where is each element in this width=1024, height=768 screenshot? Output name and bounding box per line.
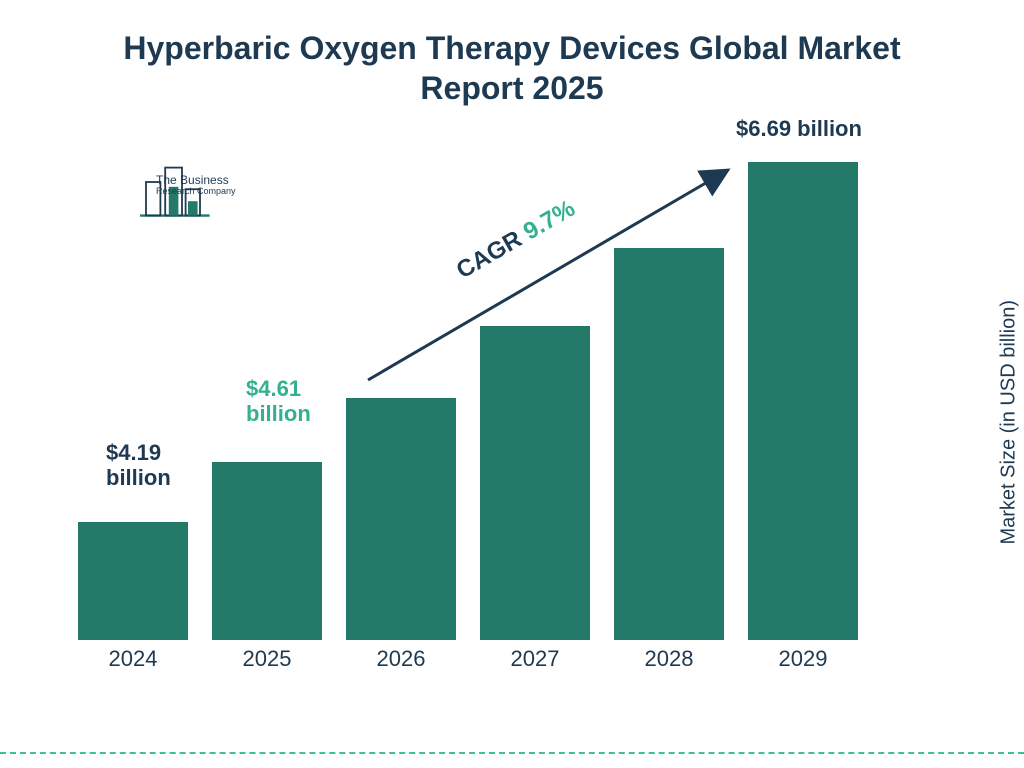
bar-2024: [78, 522, 188, 640]
x-label-2029: 2029: [748, 646, 858, 672]
x-label-2028: 2028: [614, 646, 724, 672]
value-label-2024: $4.19billion: [106, 440, 171, 491]
bar-2026: [346, 398, 456, 640]
bar-2028: [614, 248, 724, 640]
bar-2025: [212, 462, 322, 640]
y-axis-label: Market Size (in USD billion): [998, 300, 1021, 545]
x-label-2027: 2027: [480, 646, 590, 672]
bar-2027: [480, 326, 590, 640]
value-label-2025: $4.61billion: [246, 376, 311, 427]
x-label-2025: 2025: [212, 646, 322, 672]
x-label-2024: 2024: [78, 646, 188, 672]
x-label-2026: 2026: [346, 646, 456, 672]
bar-chart: 202420252026202720282029 $4.19billion $4…: [78, 150, 928, 680]
value-label-2029: $6.69 billion: [736, 116, 862, 141]
footer-divider: [0, 752, 1024, 754]
bar-2029: [748, 162, 858, 640]
plot-region: 202420252026202720282029: [78, 150, 878, 640]
chart-title: Hyperbaric Oxygen Therapy Devices Global…: [0, 28, 1024, 108]
